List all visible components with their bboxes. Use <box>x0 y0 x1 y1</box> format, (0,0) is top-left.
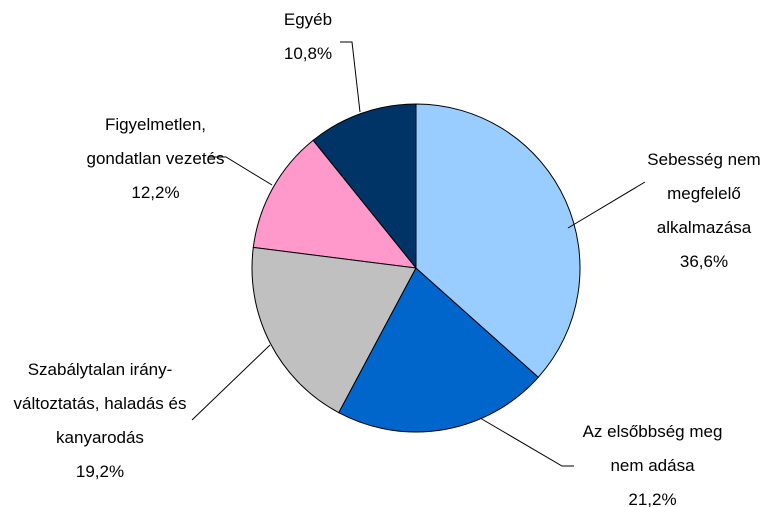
slice-label: Figyelmetlen, gondatlan vezetés 12,2% <box>78 108 233 210</box>
pie-slice <box>312 103 417 270</box>
category-label: Figyelmetlen, gondatlan vezetés <box>86 115 225 168</box>
leader-line <box>191 344 271 421</box>
leader-lines <box>191 41 646 467</box>
slice-label: Az elsőbbség meg nem adása 21,2% <box>575 415 730 507</box>
leader-line <box>479 417 574 467</box>
leader-line <box>567 181 646 229</box>
category-label: Sebesség nem megfelelő alkalmazása <box>647 150 761 237</box>
value-label: 10,8% <box>283 44 333 63</box>
value-label: 12,2% <box>131 183 180 202</box>
category-label: Szabálytalan irány-változtatás, haladás … <box>13 360 187 447</box>
slice-label: Szabálytalan irány-változtatás, haladás … <box>10 353 190 489</box>
pie-slice <box>338 267 540 433</box>
slice-label: Sebesség nem megfelelő alkalmazása 36,6% <box>643 143 765 279</box>
category-label: Az elsőbbség meg nem adása <box>582 422 723 475</box>
value-label: 21,2% <box>628 490 677 507</box>
category-label: Egyéb <box>283 10 333 29</box>
pie-slice <box>415 103 581 378</box>
slice-label: Egyéb 10,8% <box>258 3 358 71</box>
leader-line <box>340 41 361 113</box>
pie-slice <box>251 246 417 414</box>
leader-line <box>208 156 273 186</box>
value-label: 19,2% <box>75 462 125 481</box>
value-label: 36,6% <box>679 252 729 271</box>
pie-slice <box>252 139 418 269</box>
